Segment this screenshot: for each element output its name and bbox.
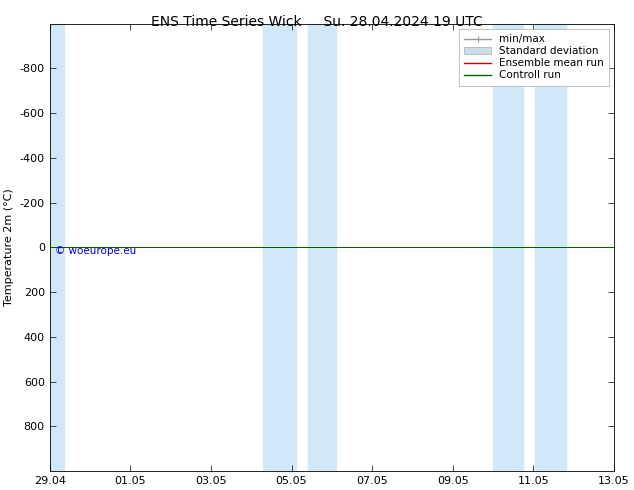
Text: © woeurope.eu: © woeurope.eu (55, 246, 136, 256)
Text: ENS Time Series Wick     Su. 28.04.2024 19 UTC: ENS Time Series Wick Su. 28.04.2024 19 U… (151, 15, 483, 29)
Legend: min/max, Standard deviation, Ensemble mean run, Controll run: min/max, Standard deviation, Ensemble me… (459, 29, 609, 86)
Bar (263, 24, 295, 471)
Y-axis label: Temperature 2m (°C): Temperature 2m (°C) (4, 189, 14, 306)
Bar (307, 24, 336, 471)
Bar (46, 24, 64, 471)
Bar (536, 24, 566, 471)
Bar (493, 24, 523, 471)
